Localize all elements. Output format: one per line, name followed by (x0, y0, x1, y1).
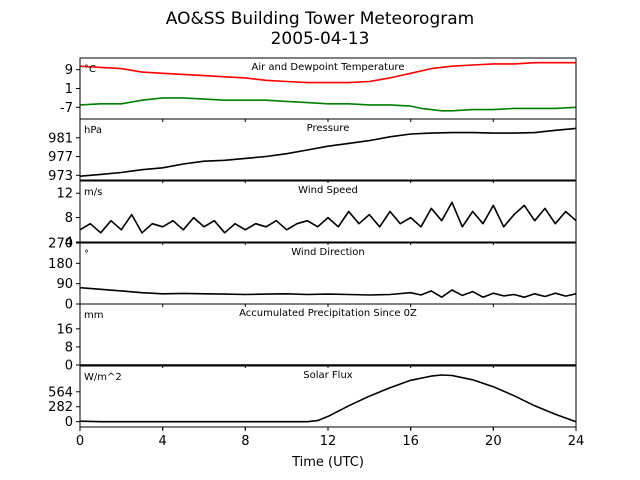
panel-5-ytick-label-1: 16 (56, 322, 73, 337)
panel-2-title: Pressure (307, 123, 350, 134)
panel-2-unit-label: hPa (84, 125, 102, 136)
panel-2-series-1-line (80, 127, 576, 177)
panel-5-title: Accumulated Precipitation Since 0Z (239, 308, 417, 319)
panel-3-ytick-label-3: 4 (65, 236, 73, 251)
panel-6-ytick-label-1: 564 (48, 385, 73, 400)
panels-group: 9 1 -7 °C Air and Dewpoint Temperature 981 977… (48, 57, 577, 430)
panel-6-unit-label: W/m^2 (84, 372, 122, 383)
chart-title-line1: AO&SS Building Tower Meteorogram (166, 9, 474, 29)
chart-title-line2: 2005-04-13 (271, 29, 370, 49)
panel-4-series-1-line (80, 286, 576, 299)
panel-3-unit-label: m/s (84, 187, 102, 198)
x-axis-tick-label-7: 24 (568, 434, 585, 449)
panel-6-title: Solar Flux (303, 370, 353, 381)
panel-3-ytick-label-1: 12 (56, 187, 73, 202)
x-axis-tick-label-3: 8 (241, 434, 249, 449)
panel-5-ytick-label-3: 0 (65, 359, 73, 374)
x-axis-tick-label-5: 16 (402, 434, 419, 449)
panel-1-series-2-line (80, 97, 576, 112)
panel-1-ytick-label-2: 1 (65, 82, 73, 97)
panel-6-series-1-line (80, 374, 576, 423)
panel-3: 12 8 4 m/s Wind Speed (56, 180, 577, 251)
panel-2-ytick-label-2: 977 (48, 150, 73, 165)
panel-1-unit-label: °C (84, 64, 96, 75)
x-axis-tick-label-2: 4 (159, 434, 167, 449)
panel-3-title: Wind Speed (298, 185, 358, 196)
panel-4-ytick-label-1: 270 (48, 237, 73, 252)
panel-1-ytick-label-1: 9 (65, 63, 73, 78)
x-axis: 0 4 8 12 16 20 24 (76, 427, 584, 449)
panel-1-title: Air and Dewpoint Temperature (252, 62, 405, 73)
panel-3-ytick-label-2: 8 (65, 211, 73, 226)
panel-5-ytick-label-2: 8 (65, 340, 73, 355)
panel-3-series-1-line (80, 201, 576, 234)
panel-6-ytick-label-3: 0 (65, 415, 73, 430)
panel-4-ytick-label-2: 180 (48, 257, 73, 272)
panel-4: 270 180 90 0 ° Wind Direction (48, 237, 577, 313)
panel-2: 981 977 973 hPa Pressure (48, 118, 577, 184)
x-axis-label: Time (UTC) (291, 455, 364, 470)
panel-2-ytick-label-1: 981 (48, 131, 73, 146)
panel-4-ytick-label-3: 90 (56, 277, 73, 292)
panel-5-unit-label: mm (84, 310, 103, 321)
x-axis-tick-label-6: 20 (485, 434, 502, 449)
panel-1-ytick-label-3: -7 (60, 101, 73, 116)
panel-4-unit-label: ° (84, 249, 89, 260)
x-axis-tick-label-1: 0 (76, 434, 84, 449)
panel-5: 16 8 0 mm Accumulated Precipitation Since 0Z (56, 303, 577, 374)
x-axis-tick-label-4: 12 (320, 434, 337, 449)
panel-1-series-1-line (80, 61, 576, 84)
panel-4-ytick-label-4: 0 (65, 298, 73, 313)
panel-2-ytick-label-3: 973 (48, 169, 73, 184)
panel-4-title: Wind Direction (291, 247, 365, 258)
panel-6-ytick-label-2: 282 (48, 400, 73, 415)
